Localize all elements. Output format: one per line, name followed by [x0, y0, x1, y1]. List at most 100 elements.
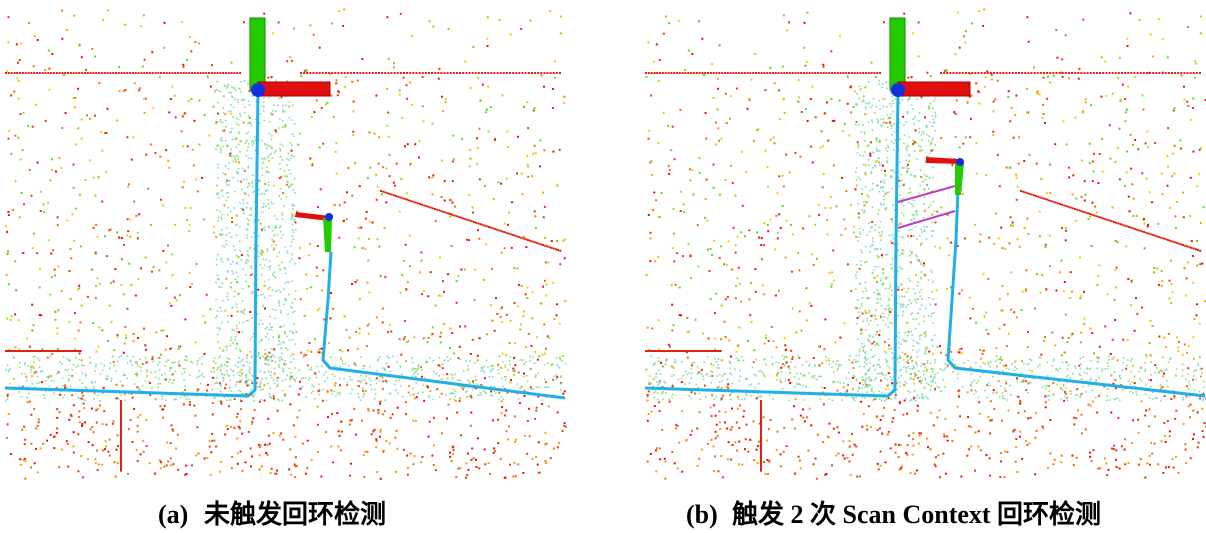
point: [359, 399, 362, 401]
point: [879, 140, 882, 143]
point: [1009, 166, 1012, 169]
point: [241, 310, 243, 312]
point: [1151, 452, 1154, 455]
point: [848, 460, 851, 463]
point: [283, 288, 285, 290]
point: [423, 399, 426, 402]
point: [289, 172, 292, 175]
point: [879, 366, 881, 369]
point: [399, 291, 402, 294]
point: [6, 423, 9, 426]
point: [162, 329, 165, 332]
point: [736, 235, 739, 238]
point: [459, 397, 461, 400]
point: [124, 325, 127, 328]
point: [234, 278, 237, 281]
point: [772, 340, 775, 343]
point: [911, 453, 914, 456]
point: [769, 66, 772, 69]
point: [333, 375, 336, 378]
point: [196, 389, 199, 392]
point: [226, 145, 228, 148]
point: [936, 210, 939, 213]
point: [468, 219, 471, 222]
point: [744, 398, 746, 400]
point: [237, 124, 240, 126]
point: [78, 284, 81, 287]
point: [69, 413, 72, 416]
point: [722, 394, 724, 397]
point: [349, 474, 352, 477]
point: [239, 370, 241, 373]
point: [438, 67, 441, 70]
point: [239, 225, 241, 228]
point: [119, 380, 122, 383]
point: [171, 85, 174, 88]
point: [465, 72, 468, 74]
point: [1168, 435, 1171, 438]
point: [1012, 224, 1014, 227]
point: [18, 391, 21, 393]
point: [542, 191, 544, 194]
point: [902, 115, 905, 118]
point: [239, 380, 242, 383]
point: [362, 387, 364, 389]
point: [962, 35, 965, 38]
point: [131, 441, 134, 443]
point: [24, 438, 27, 441]
point: [1028, 153, 1031, 156]
point: [367, 322, 370, 325]
point: [284, 298, 286, 300]
point: [74, 207, 77, 210]
point: [134, 294, 137, 297]
point: [281, 261, 283, 264]
point: [191, 148, 194, 151]
point: [366, 281, 369, 284]
point: [887, 338, 890, 340]
point: [697, 371, 700, 374]
point: [433, 370, 435, 373]
point: [105, 171, 108, 174]
point: [225, 87, 228, 89]
point: [148, 72, 151, 74]
point: [36, 72, 38, 74]
point: [77, 87, 80, 90]
point: [284, 332, 286, 335]
point: [169, 464, 172, 467]
point: [209, 473, 212, 476]
point: [182, 367, 185, 370]
point: [236, 154, 238, 157]
point: [261, 192, 263, 195]
point: [486, 333, 488, 336]
point: [89, 361, 92, 364]
point: [964, 136, 967, 139]
point: [306, 439, 309, 442]
point: [1007, 409, 1010, 412]
point: [269, 112, 272, 114]
point: [454, 390, 457, 393]
point: [343, 72, 346, 74]
point: [262, 206, 265, 208]
point: [26, 397, 28, 399]
point: [279, 269, 282, 271]
point: [535, 406, 538, 409]
point: [405, 360, 408, 363]
point: [382, 449, 385, 452]
point: [191, 72, 194, 74]
point: [282, 144, 284, 147]
point: [237, 168, 240, 170]
point: [373, 428, 376, 431]
point: [30, 371, 32, 374]
point: [219, 151, 222, 154]
point: [507, 146, 510, 148]
point: [261, 162, 264, 165]
point: [1034, 436, 1037, 439]
point: [901, 248, 904, 251]
point: [279, 187, 282, 190]
point: [1059, 387, 1062, 390]
point: [494, 228, 497, 231]
point: [253, 409, 256, 412]
point: [220, 216, 222, 219]
point: [837, 431, 840, 434]
point: [28, 169, 31, 172]
